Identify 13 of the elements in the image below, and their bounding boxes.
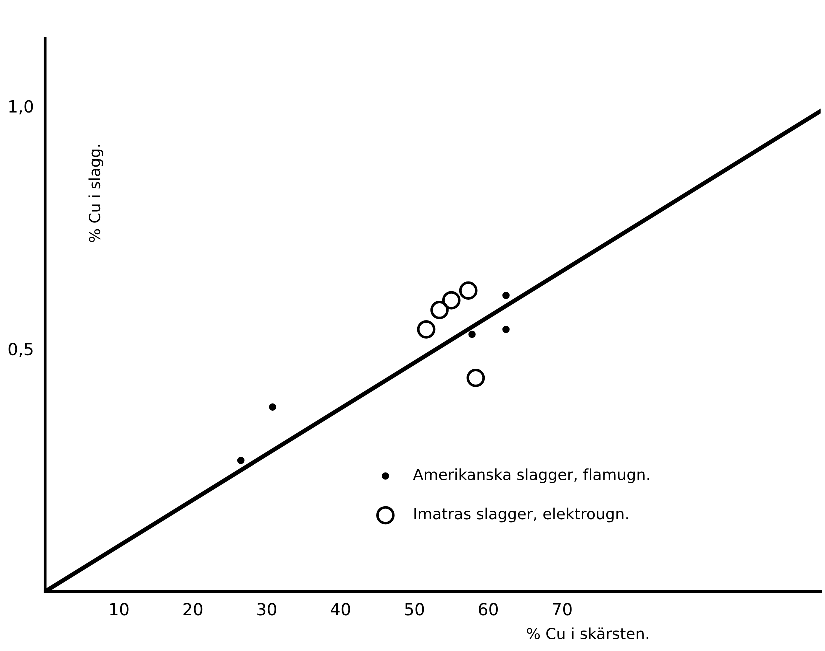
x-tick-label: 10 (110, 603, 129, 616)
y-axis-title: % Cu i slagg. (88, 145, 104, 242)
x-tick-label: 50 (405, 603, 424, 616)
legend-label: Imatras slagger, elektrougn. (414, 508, 628, 523)
x-tick-label: 70 (553, 603, 572, 616)
x-tick-label: 60 (479, 603, 498, 616)
y-tick-label: 1,0 (10, 100, 34, 115)
x-tick-label: 30 (258, 603, 276, 616)
x-tick-label: 20 (184, 603, 203, 616)
legend-label: Amerikanska slagger, flamugn. (413, 468, 650, 484)
x-tick-label: 40 (331, 603, 350, 616)
x-axis-title: % Cu i skärsten. (527, 628, 648, 640)
y-tick-label: 0,5 (8, 343, 33, 358)
